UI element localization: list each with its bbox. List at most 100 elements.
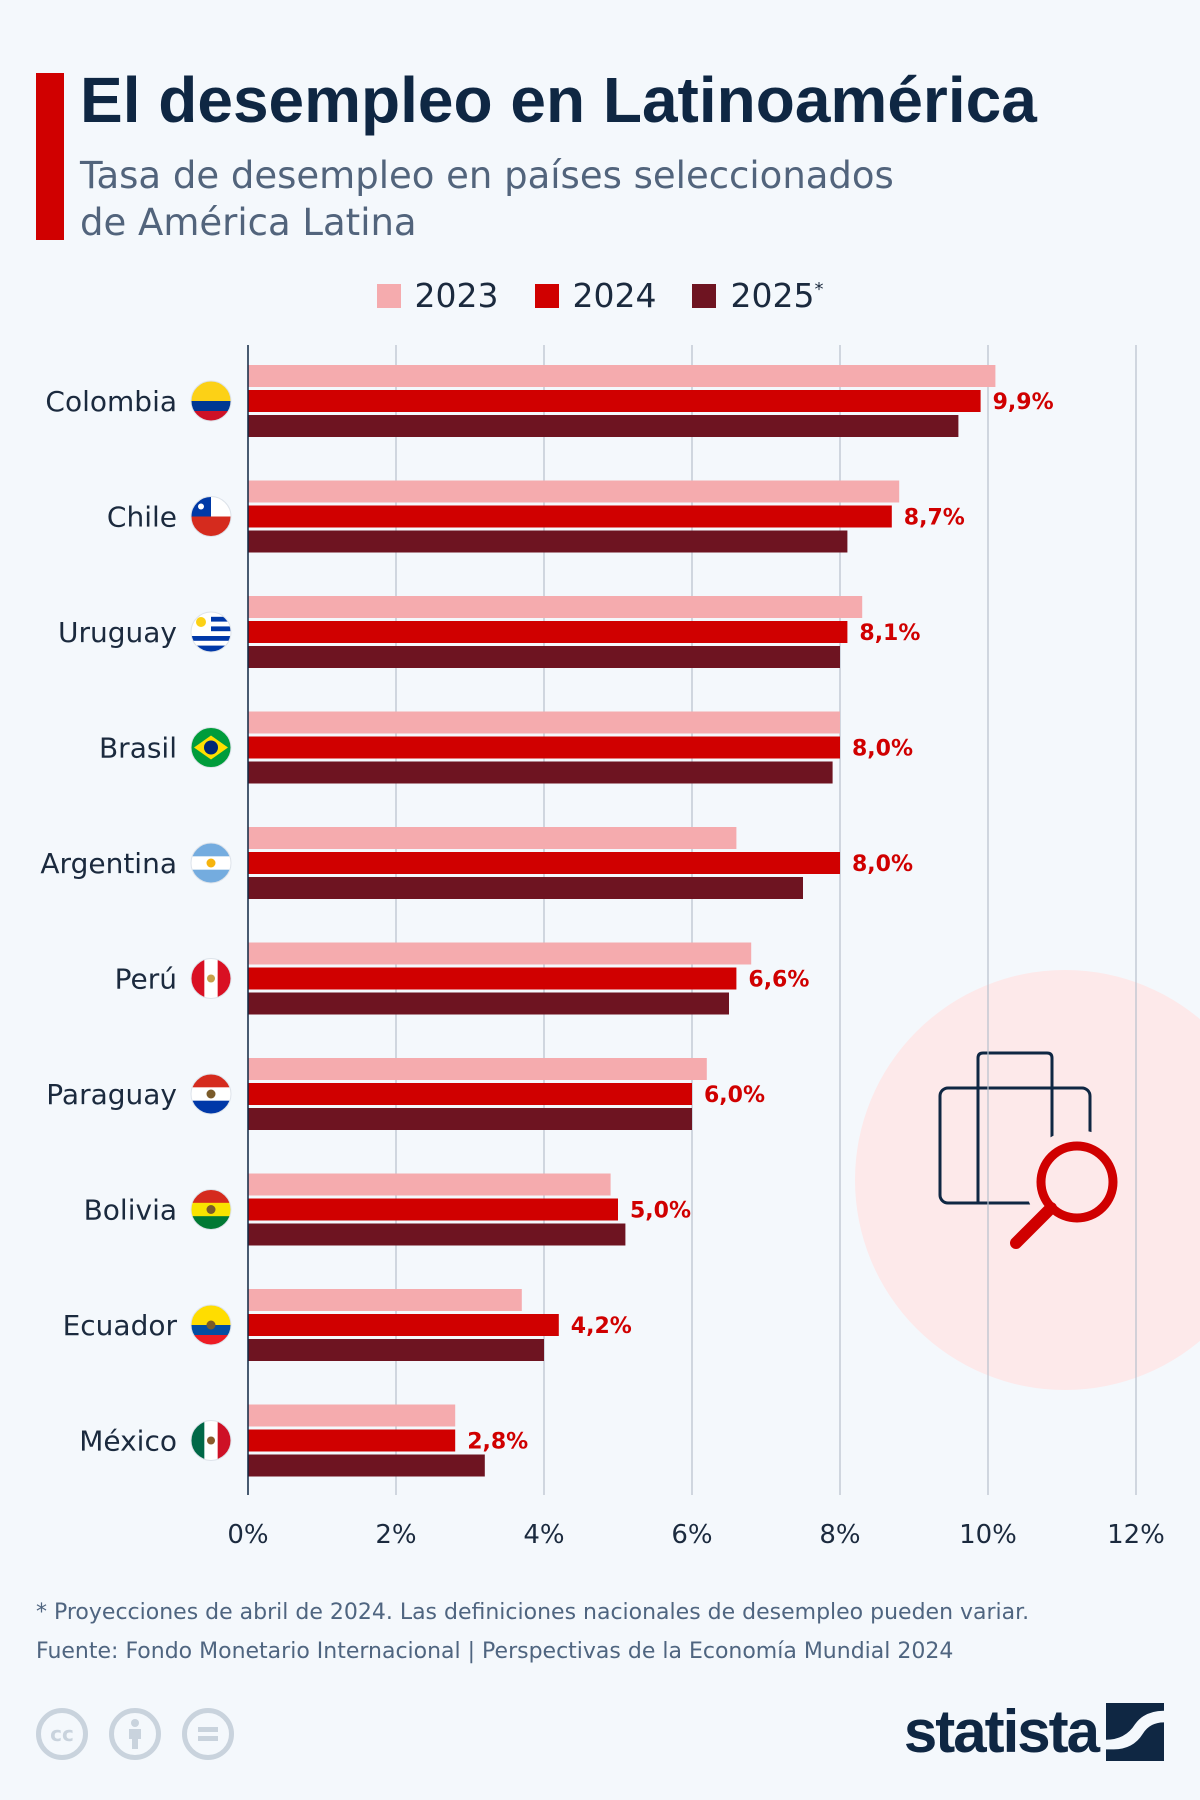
country-label: Perú [115,963,177,996]
flag-ecuador-icon [191,1305,231,1345]
country-label: Uruguay [58,616,177,649]
flag-stripe [191,843,231,857]
bar-2023-perú [248,942,752,965]
bar-2023-brasil [248,711,840,734]
legend: 2023 2024 2025* [0,276,1200,315]
bar-2023-chile [248,480,900,503]
x-tick-label: 8% [819,1520,860,1550]
bar-2023-méxico [248,1404,456,1427]
flag-star [198,503,204,510]
flag-mexico-icon [191,1420,231,1461]
x-tick-label: 4% [523,1520,564,1550]
bar-group-brasil: 8,0% Brasil [99,711,913,784]
cc-icon[interactable]: cc [36,1708,88,1760]
data-label: 6,0% [704,1083,765,1108]
flag-globe [204,740,218,755]
flag-stripe [191,1216,231,1230]
flag-stripe [191,516,231,537]
bar-2023-bolivia [248,1173,611,1196]
legend-label: 2025* [730,276,824,315]
bar-group-uruguay: 8,1% Uruguay [58,596,920,668]
legend-swatch [376,283,401,308]
bar-2024-méxico [248,1429,456,1452]
bar-2024-bolivia [248,1198,618,1221]
x-tick-label: 10% [959,1520,1017,1550]
flag-sun [196,617,206,627]
flag-stripe [191,1189,231,1204]
flag-border [190,1420,232,1461]
data-label: 8,1% [859,621,920,646]
flag-stripe [191,958,205,999]
bar-group-argentina: 8,0% Argentina [40,827,913,899]
bar-group-paraguay: 6,0% Paraguay [46,1058,765,1130]
attribution-icon[interactable] [109,1708,161,1760]
page-title: El desempleo en Latinoamérica [80,64,1037,136]
bar-2024-argentina [248,852,840,874]
flag-stripe [191,411,231,421]
flag-paraguay-icon [191,1074,231,1114]
subtitle-line-1: Tasa de desempleo en países seleccionado… [80,154,894,197]
bar-2025-méxico [248,1454,485,1477]
flag-emblem [206,1089,216,1099]
data-label: 8,7% [904,506,965,531]
flag-stripe [191,1074,231,1088]
x-tick-label: 2% [375,1520,416,1550]
statista-logo[interactable]: statista [904,1700,1164,1764]
flag-argentina-icon [191,843,231,883]
legend-swatch [692,283,717,308]
data-label: 6,6% [748,968,809,993]
flag-border [190,958,232,999]
flag-border [190,1073,232,1115]
statista-logo-mark [1106,1703,1164,1761]
bar-chart: 0% 2% 4% 6% 8% 10% 12% 9,9% Colombia 8,7% Chile 8,1… [40,345,1165,1550]
bar-group-ecuador: 4,2% Ecuador [63,1289,632,1361]
country-label: Colombia [45,385,177,418]
flag-peru-icon [191,958,231,999]
bar-2024-ecuador [248,1314,559,1336]
title-accent-bar [36,73,64,240]
bar-2025-argentina [248,877,803,899]
bar-group-perú: 6,6% Perú [115,942,809,1015]
bar-2024-chile [248,505,892,528]
bar-2025-paraguay [248,1108,692,1130]
flag-emblem [207,1436,215,1445]
bar-group-bolivia: 5,0% Bolivia [84,1173,691,1246]
country-label: Paraguay [46,1078,177,1111]
bar-2024-perú [248,967,737,990]
bar-2023-paraguay [248,1058,707,1080]
flag-stripe [191,869,231,883]
bar-2023-uruguay [248,596,863,618]
flag-stripe [191,1335,231,1345]
legend-item-2023: 2023 [376,276,499,315]
data-label: 4,2% [571,1314,632,1339]
flag-border [190,727,232,768]
country-label: México [79,1425,177,1458]
flag-emblem [206,1205,216,1214]
flag-stripe [191,401,231,412]
bar-2023-ecuador [248,1289,522,1311]
flag-stripe [191,631,231,637]
legend-label: 2024 [572,276,657,315]
legend-item-2024: 2024 [534,276,657,315]
flag-border [190,496,232,537]
x-tick-label: 12% [1107,1520,1165,1550]
flag-stripe [191,381,231,402]
bar-group-méxico: 2,8% México [79,1404,528,1477]
source: Fuente: Fondo Monetario Internacional | … [36,1639,954,1664]
flag-stripe [191,645,231,652]
x-tick-label: 6% [671,1520,712,1550]
legend-swatch [534,283,559,308]
bar-2025-bolivia [248,1223,626,1246]
country-label: Argentina [40,847,177,880]
bar-2024-uruguay [248,621,848,643]
no-derivatives-icon[interactable] [182,1708,234,1760]
flag-stripe [191,640,231,647]
legend-label: 2023 [414,276,499,315]
bar-2023-argentina [248,827,737,849]
bar-2024-colombia [248,390,981,412]
subtitle: Tasa de desempleo en países seleccionado… [80,152,980,246]
subtitle-line-2: de América Latina [80,201,417,244]
flag-colombia-icon [191,381,231,421]
flag-stripe [217,1420,231,1461]
flag-border [190,611,232,653]
